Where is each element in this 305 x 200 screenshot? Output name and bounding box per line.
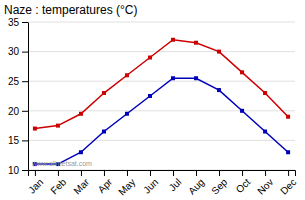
x-axis: JanFebMar AprMayJun JulAugSepOctNovDec bbox=[26, 170, 298, 198]
tick-label: 10 bbox=[8, 165, 20, 176]
tick: 30 bbox=[8, 46, 28, 57]
tick-mark bbox=[35, 170, 36, 176]
marker bbox=[33, 127, 37, 131]
tick-mark bbox=[22, 170, 28, 171]
tick-mark bbox=[58, 170, 59, 176]
marker bbox=[79, 112, 83, 116]
tick-label: Aug bbox=[186, 176, 206, 196]
tick: Sep bbox=[209, 170, 230, 197]
grid-line bbox=[28, 110, 295, 111]
tick-label: Dec bbox=[278, 176, 298, 196]
grid-line bbox=[28, 81, 295, 82]
marker bbox=[263, 130, 267, 134]
marker bbox=[102, 130, 106, 134]
tick-label: Jan bbox=[26, 176, 45, 195]
tick-label: 25 bbox=[8, 76, 20, 87]
grid-line bbox=[28, 22, 295, 23]
tick-label: Jul bbox=[167, 176, 184, 193]
tick-mark bbox=[127, 170, 128, 176]
markers bbox=[33, 38, 290, 131]
tick-mark bbox=[22, 111, 28, 112]
y-axis: 10 15 20 25 30 35 bbox=[8, 17, 29, 176]
title: Naze : temperatures (°C) bbox=[4, 3, 138, 17]
grid-line bbox=[28, 51, 295, 52]
tick-label: Mar bbox=[71, 176, 91, 196]
tick: Feb bbox=[48, 170, 68, 196]
tick: 20 bbox=[8, 106, 28, 117]
tick-mark bbox=[219, 170, 220, 176]
tick-mark bbox=[22, 140, 28, 141]
tick: Jan bbox=[26, 170, 45, 196]
tick: May bbox=[116, 170, 137, 198]
tick-mark bbox=[288, 170, 289, 176]
markers bbox=[33, 76, 290, 166]
tick-mark bbox=[22, 52, 28, 53]
tick-mark bbox=[196, 170, 197, 176]
marker bbox=[263, 91, 267, 95]
tick: Jul bbox=[167, 170, 184, 193]
tick-mark bbox=[265, 170, 266, 176]
marker bbox=[125, 73, 129, 77]
marker bbox=[125, 112, 129, 116]
marker bbox=[286, 150, 290, 154]
tick-label: Apr bbox=[96, 176, 115, 195]
tick: 10 bbox=[8, 165, 28, 176]
line bbox=[35, 40, 288, 129]
grid bbox=[28, 22, 295, 170]
plot-area: 10 15 20 25 30 35 JanFebMar AprMayJun JulAugSepO… bbox=[8, 17, 299, 198]
marker bbox=[240, 109, 244, 113]
tick-mark bbox=[81, 170, 82, 176]
marker bbox=[240, 70, 244, 74]
tick: 25 bbox=[8, 76, 28, 87]
tick: 15 bbox=[8, 135, 28, 146]
tick: Jun bbox=[141, 170, 160, 196]
marker bbox=[217, 50, 221, 54]
marker bbox=[148, 94, 152, 98]
tick-mark bbox=[104, 170, 105, 176]
marker bbox=[171, 76, 175, 80]
tick-label: Oct bbox=[234, 176, 253, 195]
tick-label: 35 bbox=[8, 17, 20, 28]
marker bbox=[102, 91, 106, 95]
tick-label: May bbox=[116, 176, 137, 197]
marker bbox=[56, 124, 60, 128]
marker bbox=[194, 41, 198, 45]
tick-label: Jun bbox=[141, 176, 160, 195]
tick-mark bbox=[173, 170, 174, 176]
tick: Aug bbox=[186, 170, 206, 197]
tick-label: 30 bbox=[8, 46, 20, 57]
marker bbox=[171, 38, 175, 42]
tick-mark bbox=[22, 81, 28, 82]
grid-line bbox=[28, 140, 295, 141]
tick-label: 20 bbox=[8, 106, 20, 117]
tick: Apr bbox=[96, 170, 115, 195]
line bbox=[35, 78, 288, 164]
tick: Dec bbox=[278, 170, 298, 197]
marker bbox=[194, 76, 198, 80]
tick-mark bbox=[242, 170, 243, 176]
marker bbox=[79, 150, 83, 154]
marker bbox=[148, 56, 152, 60]
tick: Oct bbox=[234, 170, 253, 195]
axis-line bbox=[29, 171, 296, 177]
tick-label: Sep bbox=[209, 176, 230, 197]
marker bbox=[217, 88, 221, 92]
annotation: www.allmetsat.com bbox=[31, 160, 92, 167]
tick: Mar bbox=[71, 170, 91, 196]
tick-mark bbox=[150, 170, 151, 176]
axis-line bbox=[28, 23, 29, 171]
tick-mark bbox=[22, 22, 28, 23]
tick-label: Nov bbox=[255, 176, 275, 196]
tick-label: Feb bbox=[48, 176, 68, 196]
tick: 35 bbox=[8, 17, 28, 28]
marks bbox=[33, 38, 290, 166]
tick-label: 15 bbox=[8, 135, 20, 146]
marker bbox=[286, 115, 290, 119]
tick: Nov bbox=[255, 170, 275, 197]
chart: 10 15 20 25 30 35 JanFebMar AprMayJun JulAugSepO… bbox=[0, 0, 305, 200]
